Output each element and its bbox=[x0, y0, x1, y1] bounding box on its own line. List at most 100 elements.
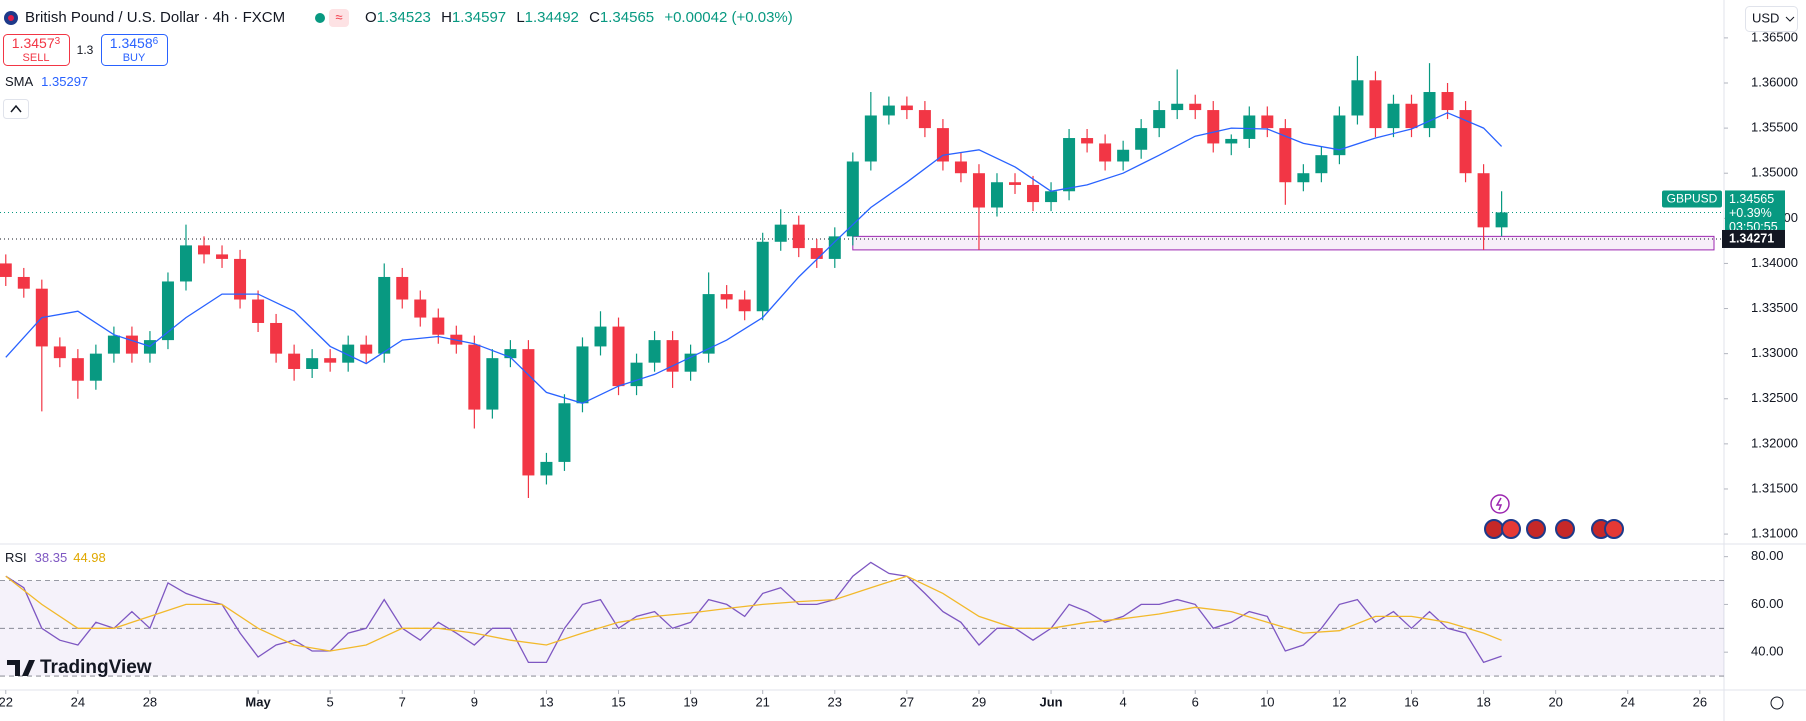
sell-label[interactable]: SELL bbox=[23, 52, 50, 64]
change: +0.00042 (+0.03%) bbox=[664, 9, 792, 26]
candle-body bbox=[1315, 155, 1328, 174]
candle-body bbox=[738, 299, 751, 312]
x-tick-label: Jun bbox=[1039, 694, 1062, 709]
level-tag bbox=[1722, 229, 1785, 248]
candle-body bbox=[125, 335, 138, 354]
x-tick-label: 16 bbox=[1404, 694, 1418, 709]
buy-label[interactable]: BUY bbox=[123, 52, 146, 64]
x-tick-label: 23 bbox=[828, 694, 842, 709]
candle-body bbox=[1405, 103, 1418, 129]
y-tick-label: 1.32000 bbox=[1751, 435, 1798, 450]
spread: 1.3 bbox=[77, 43, 94, 57]
candle-body bbox=[1261, 115, 1274, 129]
collapse-icon[interactable] bbox=[10, 104, 22, 113]
candle-body bbox=[1117, 149, 1130, 162]
currency[interactable]: USD bbox=[1752, 10, 1779, 25]
status-badge bbox=[329, 9, 349, 27]
buy-price-main[interactable]: 1.3458 bbox=[110, 35, 153, 51]
y-tick-label: 1.33000 bbox=[1751, 345, 1798, 360]
price-tag bbox=[1725, 190, 1785, 236]
candle-body bbox=[1099, 143, 1112, 162]
candle-body bbox=[684, 353, 697, 372]
candle-body bbox=[792, 224, 805, 249]
candle-body bbox=[89, 353, 102, 381]
candle-body bbox=[594, 326, 607, 347]
sell-pip[interactable]: 3 bbox=[55, 36, 61, 47]
candle-body bbox=[1063, 138, 1076, 192]
symbol-tag-text: GBPUSD bbox=[1667, 192, 1718, 206]
candle-body bbox=[1441, 92, 1454, 111]
candle-body bbox=[972, 173, 985, 208]
candle-body bbox=[1135, 128, 1148, 150]
y-tick-label: 1.32500 bbox=[1751, 390, 1798, 405]
event-flag[interactable] bbox=[1526, 519, 1546, 539]
candle-body bbox=[774, 224, 787, 242]
x-tick-label: 13 bbox=[539, 694, 553, 709]
candle-body bbox=[828, 236, 841, 259]
y-tick-label: 1.34000 bbox=[1751, 255, 1798, 270]
settings-icon[interactable] bbox=[1770, 696, 1784, 710]
event-bolt[interactable] bbox=[1495, 497, 1503, 511]
candle-body bbox=[540, 461, 553, 476]
candle-body bbox=[1297, 173, 1310, 183]
candle-body bbox=[414, 299, 427, 318]
x-tick-label: 21 bbox=[755, 694, 769, 709]
y-tick-label: 80.00 bbox=[1751, 548, 1784, 563]
currency-button[interactable] bbox=[1745, 6, 1798, 32]
x-tick-label: 20 bbox=[1548, 694, 1562, 709]
event-flag[interactable] bbox=[1501, 519, 1521, 539]
price-tag-value: 1.34565 bbox=[1729, 192, 1774, 206]
candle-body bbox=[864, 115, 877, 162]
y-tick-label: 1.33500 bbox=[1751, 300, 1798, 315]
candle-body bbox=[900, 105, 913, 111]
candle-body bbox=[0, 263, 12, 277]
ohlc-line: O1.34523 H1.34597 L1.34492 C1.34565 +0.0… bbox=[365, 9, 793, 26]
rsi-title: RSI bbox=[5, 550, 27, 565]
x-tick-label: May bbox=[245, 694, 271, 709]
candle-body bbox=[252, 299, 265, 323]
ohlc-label: C bbox=[589, 9, 600, 26]
candle-body bbox=[1459, 110, 1472, 174]
candle-body bbox=[702, 294, 715, 354]
buy-button[interactable] bbox=[101, 34, 168, 66]
candle-body bbox=[990, 182, 1003, 208]
buy-price[interactable]: 1.34586 bbox=[110, 35, 159, 51]
market-status bbox=[315, 13, 325, 23]
candle-body bbox=[1279, 128, 1292, 183]
candle-body bbox=[720, 294, 733, 300]
candle-body bbox=[378, 276, 391, 354]
candle-body bbox=[918, 110, 931, 129]
candle-body bbox=[396, 276, 409, 300]
header: British Pound / U.S. Dollar · 4h · FXCM … bbox=[3, 6, 1798, 119]
y-tick-label: 1.36500 bbox=[1751, 29, 1798, 44]
candle-body bbox=[846, 161, 859, 237]
currency-caret[interactable] bbox=[1785, 16, 1795, 22]
candle-body bbox=[107, 335, 120, 354]
sell-button[interactable] bbox=[3, 34, 70, 66]
series-line bbox=[5, 112, 1503, 404]
ohlc-label: H bbox=[441, 9, 452, 26]
rsi-band bbox=[0, 580, 1724, 677]
sell-price-main[interactable]: 1.3457 bbox=[12, 35, 55, 51]
x-tick-label: 10 bbox=[1260, 694, 1274, 709]
event-flag[interactable] bbox=[1604, 519, 1624, 539]
plot: 1.310001.315001.320001.325001.330001.335… bbox=[0, 29, 1798, 709]
event-flag[interactable] bbox=[1555, 519, 1575, 539]
ohlc-value: 1.34492 bbox=[525, 9, 579, 26]
event-flag[interactable] bbox=[1484, 519, 1504, 539]
candle-body bbox=[71, 358, 84, 381]
event-icon[interactable] bbox=[1490, 494, 1510, 514]
candle-body bbox=[1333, 115, 1346, 156]
candle-body bbox=[504, 349, 517, 359]
x-tick-label: 12 bbox=[1332, 694, 1346, 709]
events bbox=[1484, 494, 1624, 539]
collapse-button[interactable] bbox=[3, 99, 29, 119]
candle-body bbox=[522, 349, 535, 476]
buy-pip[interactable]: 6 bbox=[153, 36, 159, 47]
sell-price[interactable]: 1.34573 bbox=[12, 35, 61, 51]
candle-body bbox=[576, 346, 589, 404]
candle-body bbox=[810, 248, 823, 259]
candle-body bbox=[1027, 184, 1040, 203]
